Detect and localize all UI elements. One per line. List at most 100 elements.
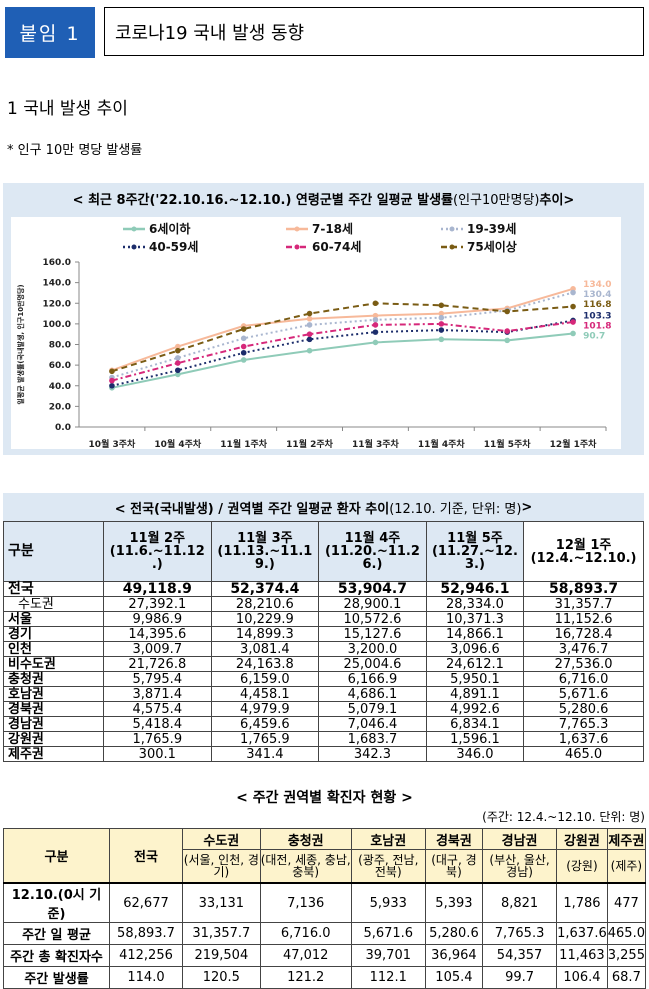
table-cell: 412,256 — [109, 944, 183, 967]
table-corner: 구분 — [3, 828, 110, 884]
data-point — [570, 289, 576, 296]
table-cell: 4,979.9 — [210, 701, 320, 717]
data-label: 116.8 — [583, 300, 611, 310]
x-tick-label: 11월 5주차 — [484, 438, 531, 449]
regional-table-unit: (주간: 12.4.~12.10. 단위: 명) — [482, 810, 645, 824]
legend-marker — [449, 244, 455, 250]
table-cell: 39,701 — [350, 944, 426, 967]
week-header: 11월 4주 (11.20.~11.2 6.) — [318, 521, 427, 582]
data-point — [438, 336, 445, 343]
data-label: 130.4 — [583, 290, 611, 300]
table-corner: 구분 — [3, 521, 104, 582]
row-label: 인천 — [3, 641, 104, 657]
table-cell: 112.1 — [350, 966, 426, 989]
regional-confirmed-table: 구분 전국 수도권 충청권 호남권 경북권 경남권 강원권 제주권 (서울, 인… — [3, 828, 647, 989]
table-cell: 11,463 — [556, 944, 608, 967]
table-cell: 28,900.1 — [318, 596, 427, 612]
attachment-badge: 붙임 1 — [5, 7, 95, 58]
table-cell: 15,127.6 — [318, 626, 427, 642]
week-range: (12.4.~12.10.) — [530, 550, 637, 566]
table-cell: 31,357.7 — [182, 922, 261, 945]
table-cell: 6,716.0 — [259, 922, 352, 945]
region-sub-header: (제주) — [606, 849, 647, 884]
week-name: 11월 2주 — [129, 531, 186, 546]
legend-marker — [449, 226, 455, 232]
data-point — [306, 331, 313, 337]
region-sub-header: (서울, 인천, 경기) — [182, 849, 261, 884]
weekly-table-suffix: > — [521, 499, 533, 515]
data-point — [109, 377, 115, 384]
data-point — [438, 302, 445, 309]
table-row: 제주권 300.1 341.4 342.3 346.0 465.0 — [3, 746, 644, 762]
y-tick-label: 140.0 — [43, 279, 71, 289]
data-point — [372, 300, 379, 307]
week-range: (11.20.~11.2 — [324, 544, 420, 559]
legend-marker — [131, 226, 137, 232]
data-point — [175, 371, 181, 378]
table-cell: 47,012 — [259, 944, 352, 967]
table-cell: 342.3 — [318, 746, 427, 762]
table-cell: 7,136 — [259, 882, 352, 923]
table-cell: 7,765.3 — [481, 922, 558, 945]
data-point — [570, 330, 576, 337]
table-row: 비수도권 21,726.8 24,163.8 25,004.6 24,612.1 27,5… — [3, 656, 644, 672]
table-cell: 5,933 — [350, 882, 426, 923]
row-label: 전국 — [3, 581, 104, 597]
table-cell: 24,163.8 — [210, 656, 320, 672]
data-point — [175, 367, 181, 374]
region-header: 경남권 — [481, 828, 558, 850]
legend-marker — [131, 244, 137, 250]
table-cell: 5,079.1 — [318, 701, 427, 717]
table-cell: 1,765.9 — [210, 731, 320, 747]
week-header: 11월 3주 (11.13.~11.1 9.) — [210, 521, 320, 582]
y-axis-label: 일평균 발생률(국내발생, 인구10만명당) — [16, 284, 25, 404]
table-cell: 6,834.1 — [425, 716, 525, 732]
region-header: 경북권 — [424, 828, 484, 850]
data-point — [109, 368, 115, 375]
data-point — [306, 315, 313, 322]
table-cell: 62,677 — [109, 882, 183, 923]
week-name: 11월 5주 — [447, 531, 503, 546]
legend-label: 19-39세 — [467, 221, 516, 236]
x-tick-label: 11월 4주차 — [418, 438, 465, 449]
table-cell: 21,726.8 — [103, 656, 212, 672]
weekly-patient-table: 구분 11월 2주 (11.6.~11.12.) 11월 3주 (11.13.~11… — [3, 521, 644, 762]
row-label: 주간 발생률 — [3, 966, 110, 989]
series-line — [111, 287, 574, 372]
weekly-table-unit: (12.10. 기준, 단위: 명) — [389, 501, 522, 517]
table-cell: 10,371.3 — [425, 611, 525, 627]
table-cell: 5,950.1 — [425, 671, 525, 687]
table-cell: 58,893.7 — [109, 922, 183, 945]
x-tick-label: 10월 4주차 — [154, 438, 201, 449]
data-point — [240, 326, 247, 332]
table-cell: 27,536.0 — [523, 656, 644, 672]
data-point — [372, 339, 379, 346]
row-label: 수도권 — [3, 596, 104, 612]
weekly-table-title: < 전국(국내발생) / 권역별 주간 일평균 환자 추이 — [114, 501, 390, 517]
table-cell: 5,280.6 — [424, 922, 484, 945]
x-tick-label: 11월 3주차 — [352, 438, 399, 449]
table-cell: 7,765.3 — [523, 716, 644, 732]
region-header: 수도권 — [182, 828, 261, 850]
table-cell: 9,986.9 — [103, 611, 212, 627]
table-cell: 5,393 — [424, 882, 484, 923]
y-tick-label: 20.0 — [49, 402, 71, 412]
data-point — [240, 357, 247, 363]
table-cell: 99.7 — [481, 966, 558, 989]
row-label: 비수도권 — [3, 656, 104, 672]
legend-label: 60-74세 — [312, 239, 361, 254]
region-sub-header: (부산, 울산, 경남) — [481, 849, 558, 884]
data-point — [504, 328, 510, 334]
table-cell: 5,795.4 — [103, 671, 212, 687]
data-point — [306, 347, 313, 354]
row-label: 경남권 — [3, 716, 104, 732]
table-cell: 52,946.1 — [425, 581, 525, 597]
data-point — [306, 336, 313, 343]
x-tick-label: 11월 2주차 — [286, 438, 333, 449]
table-cell: 1,637.6 — [523, 731, 644, 747]
y-tick-label: 100.0 — [43, 320, 71, 330]
x-tick-label: 10월 3주차 — [89, 438, 136, 449]
week-header: 11월 2주 (11.6.~11.12.) — [103, 521, 212, 582]
table-cell: 4,891.1 — [425, 686, 525, 702]
legend-label: 75세이상 — [467, 239, 517, 254]
